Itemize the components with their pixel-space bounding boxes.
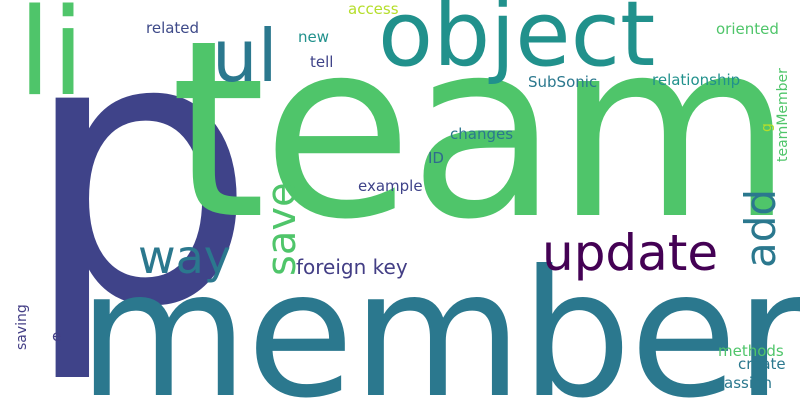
word-saving: saving (14, 304, 30, 350)
word-subsonic: SubSonic (528, 73, 598, 91)
word-create: create (738, 355, 786, 373)
word-foreign-key: foreign key (296, 255, 408, 279)
word-changes: changes (450, 125, 514, 143)
word-new: new (298, 28, 330, 46)
word-access: access (348, 0, 399, 18)
word-related: related (146, 19, 200, 37)
word-ul: ul (212, 14, 278, 98)
word-e: e (52, 327, 62, 345)
word-assign: assign (724, 374, 773, 392)
word-team: team (170, 0, 794, 273)
word-relationship: relationship (652, 71, 741, 89)
word-example: example (358, 177, 423, 195)
word-g: g (759, 123, 775, 132)
word-object: object (378, 0, 656, 87)
word-li: li (18, 0, 85, 123)
word-add: add (736, 188, 785, 268)
word-teammember: teamMember (775, 68, 791, 162)
word-member: member (78, 234, 800, 400)
word-update: update (542, 224, 719, 282)
word-oriented: oriented (716, 20, 779, 38)
word-id: ID (428, 149, 444, 167)
word-save: save (259, 182, 305, 276)
word-tell: tell (310, 53, 334, 71)
word-methods: methods (718, 342, 784, 360)
word-p: p (22, 0, 257, 388)
word-way: way (138, 230, 232, 284)
